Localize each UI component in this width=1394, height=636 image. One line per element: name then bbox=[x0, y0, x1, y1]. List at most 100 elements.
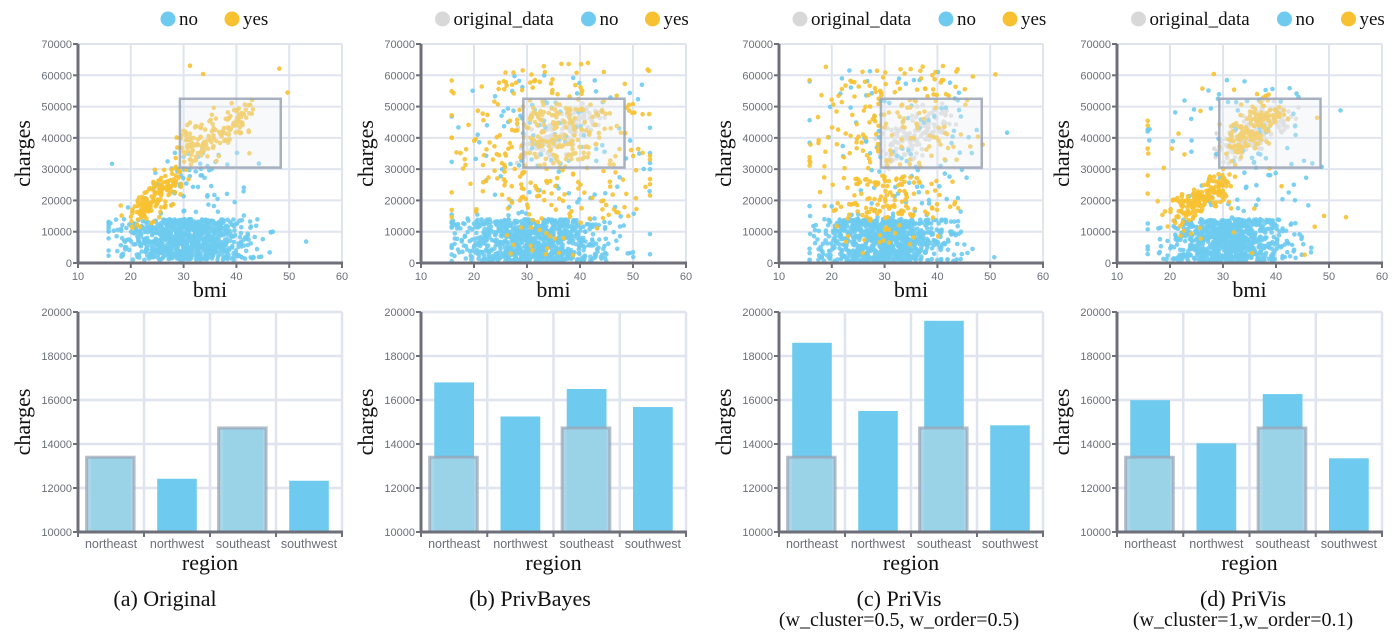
data-point-yes bbox=[953, 84, 958, 90]
data-point-no bbox=[602, 255, 608, 261]
data-point-no bbox=[537, 252, 542, 257]
data-point-yes bbox=[502, 87, 507, 92]
data-point-yes bbox=[506, 146, 511, 151]
data-point-yes bbox=[601, 69, 607, 75]
data-point-no bbox=[137, 242, 143, 248]
data-point-yes bbox=[587, 216, 592, 221]
data-point-yes bbox=[596, 130, 602, 136]
data-point-no bbox=[807, 213, 813, 219]
data-point-yes bbox=[495, 102, 501, 107]
data-point-yes bbox=[839, 86, 845, 92]
data-point-no bbox=[502, 217, 508, 223]
data-point-no bbox=[209, 256, 215, 261]
data-point-no bbox=[215, 209, 221, 214]
data-point-no bbox=[1156, 226, 1161, 231]
y-tick-label: 18000 bbox=[384, 351, 415, 363]
bar-northwest bbox=[500, 416, 541, 532]
data-point-yes bbox=[616, 210, 621, 215]
data-point-no bbox=[241, 185, 247, 190]
data-point-yes bbox=[551, 160, 556, 166]
data-point-yes bbox=[859, 191, 864, 197]
data-point-yes bbox=[285, 90, 290, 95]
data-point-no bbox=[553, 246, 559, 252]
data-point-no bbox=[512, 252, 518, 258]
data-point-yes bbox=[492, 144, 497, 149]
data-point-yes bbox=[211, 105, 217, 111]
data-point-yes bbox=[532, 111, 538, 116]
data-point-yes bbox=[218, 132, 223, 137]
data-point-no bbox=[841, 253, 846, 259]
data-point-no bbox=[230, 243, 235, 249]
data-point-no bbox=[859, 243, 865, 249]
data-point-no bbox=[118, 242, 124, 248]
data-point-yes bbox=[862, 237, 867, 243]
data-point-no bbox=[462, 233, 468, 239]
data-point-yes bbox=[538, 108, 543, 114]
data-point-no bbox=[172, 150, 178, 156]
data-point-no bbox=[606, 241, 611, 246]
data-point-no bbox=[1289, 242, 1295, 248]
data-point-yes bbox=[161, 167, 167, 173]
data-point-no bbox=[206, 202, 211, 207]
data-point-yes bbox=[574, 70, 579, 76]
data-point-no bbox=[120, 253, 125, 258]
y-tick-label: 14000 bbox=[41, 439, 72, 451]
data-point-no bbox=[220, 244, 226, 250]
data-point-no bbox=[143, 248, 149, 254]
data-point-no bbox=[205, 194, 210, 199]
data-point-yes bbox=[863, 205, 869, 211]
data-point-no bbox=[543, 226, 548, 232]
data-point-no bbox=[131, 242, 137, 247]
data-point-yes bbox=[171, 177, 176, 182]
data-point-yes bbox=[880, 204, 886, 210]
data-point-no bbox=[256, 161, 262, 166]
data-point-no bbox=[452, 231, 458, 236]
data-point-no bbox=[515, 219, 521, 224]
data-point-no bbox=[647, 160, 653, 166]
data-point-no bbox=[124, 225, 129, 231]
data-point-no bbox=[596, 245, 601, 250]
data-point-yes bbox=[163, 173, 168, 179]
data-point-yes bbox=[839, 99, 845, 105]
data-point-yes bbox=[843, 83, 848, 88]
data-point-no bbox=[247, 219, 253, 224]
data-point-no bbox=[532, 240, 538, 245]
data-point-no bbox=[939, 217, 944, 222]
data-point-no bbox=[471, 243, 477, 249]
data-point-yes bbox=[954, 69, 959, 74]
data-point-yes bbox=[173, 180, 179, 186]
data-point-yes bbox=[646, 68, 652, 74]
data-point-yes bbox=[187, 157, 193, 162]
panel-caption: (c) PriVis bbox=[857, 586, 942, 611]
data-point-no bbox=[603, 236, 609, 242]
data-point-no bbox=[513, 234, 518, 240]
data-point-yes bbox=[575, 157, 581, 162]
data-point-no bbox=[839, 236, 844, 242]
data-point-no bbox=[841, 220, 847, 225]
data-point-no bbox=[145, 224, 150, 230]
data-point-yes bbox=[611, 162, 616, 167]
x-tick-label: 30 bbox=[177, 271, 189, 283]
data-point-no bbox=[531, 230, 537, 235]
data-point-yes bbox=[503, 70, 508, 75]
data-point-no bbox=[647, 166, 653, 172]
data-point-no bbox=[877, 244, 882, 249]
data-point-no bbox=[474, 230, 479, 236]
data-point-yes bbox=[529, 72, 534, 77]
data-point-original_data bbox=[580, 101, 585, 106]
x-tick-label: 10 bbox=[773, 271, 785, 283]
data-point-yes bbox=[867, 160, 873, 165]
data-point-no bbox=[897, 242, 902, 247]
data-point-yes bbox=[129, 219, 134, 224]
data-point-yes bbox=[570, 252, 576, 258]
data-point-no bbox=[555, 240, 561, 246]
data-point-no bbox=[492, 254, 498, 260]
data-point-no bbox=[568, 236, 574, 241]
x-axis-title: region bbox=[525, 550, 581, 575]
data-point-yes bbox=[532, 119, 538, 125]
data-point-yes bbox=[892, 231, 898, 236]
data-point-no bbox=[527, 235, 533, 240]
data-point-no bbox=[169, 235, 175, 241]
data-point-no bbox=[188, 250, 194, 255]
data-point-yes bbox=[902, 71, 907, 76]
